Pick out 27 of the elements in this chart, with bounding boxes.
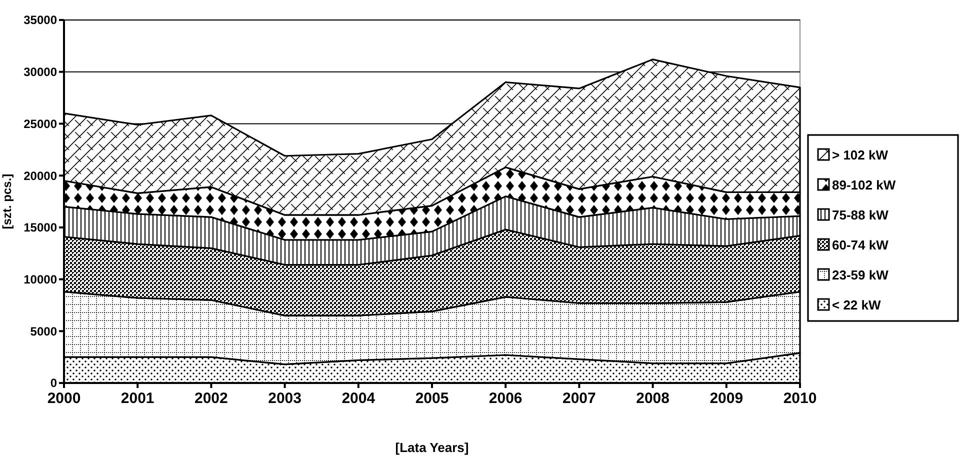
legend-label: 89-102 kW	[832, 178, 896, 193]
y-tick-label: 25000	[24, 116, 58, 131]
x-tick-label: 2008	[636, 390, 670, 407]
x-tick-label: 2009	[710, 390, 744, 407]
y-tick-label: 20000	[24, 168, 58, 183]
x-tick-label: 2003	[268, 390, 302, 407]
y-axis-title: [szt. pcs.]	[0, 174, 14, 230]
y-tick-label: 35000	[24, 13, 58, 28]
legend-label: 75-88 kW	[832, 208, 890, 223]
x-tick-label: 2010	[783, 390, 817, 407]
y-tick-label: 15000	[24, 220, 58, 235]
y-tick-label: 30000	[24, 65, 58, 80]
x-tick-label: 2006	[488, 390, 522, 407]
legend-label: 60-74 kW	[832, 238, 890, 253]
legend-label: > 102 kW	[832, 148, 889, 163]
y-tick-label: 0	[50, 376, 58, 390]
x-tick-label: 2001	[120, 390, 154, 407]
y-tick-label: 10000	[24, 272, 58, 286]
x-tick-label: 2004	[342, 390, 376, 407]
x-tick-label: 2007	[562, 390, 596, 407]
legend-label: < 22 kW	[832, 298, 882, 313]
legend-label: 23-59 kW	[832, 268, 890, 283]
x-tick-label: 2000	[47, 390, 81, 407]
x-tick-label: 2005	[415, 390, 449, 407]
y-tick-label: 5000	[30, 324, 58, 338]
x-tick-label: 2002	[194, 390, 228, 407]
x-axis-title: [Lata Years]	[395, 440, 469, 455]
